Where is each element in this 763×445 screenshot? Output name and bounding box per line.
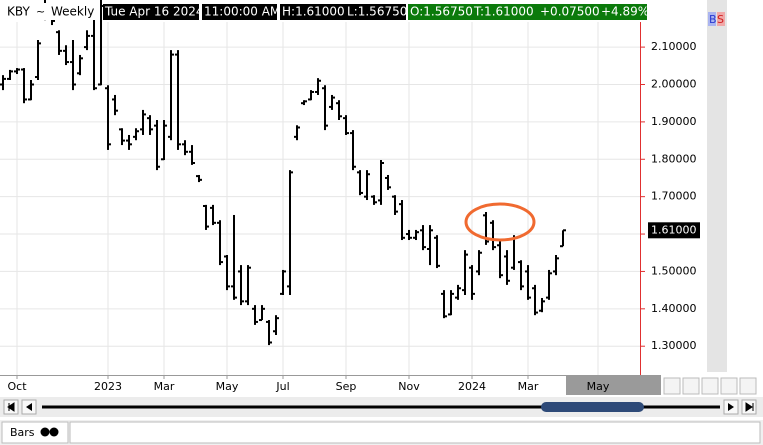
y-tick-label: 2.10000 (651, 40, 697, 53)
tab-icon (49, 427, 59, 437)
side-panel (707, 0, 727, 372)
x-tick-label: 2024 (458, 380, 486, 393)
sell-button[interactable] (717, 12, 725, 26)
symbol: KBY (7, 5, 30, 19)
last-price-label: 1.61000 (651, 223, 697, 236)
tab-icon (40, 427, 50, 437)
x-tick-label: Mar (518, 380, 539, 393)
scroll-left-icon (26, 403, 32, 411)
change-pct: +4.89% (601, 5, 649, 19)
open: O:1.56750 (410, 5, 473, 19)
y-tick-label: 1.70000 (651, 190, 697, 203)
sell-label[interactable]: S (717, 13, 724, 26)
highlight-circle (464, 202, 536, 242)
y-tick-label: 1.90000 (651, 115, 697, 128)
nav-buttons (663, 377, 757, 395)
x-tick-label: Jul (275, 380, 289, 393)
x-tick-label: May (216, 380, 239, 393)
nav-button[interactable] (663, 377, 681, 395)
scroll-right-icon (728, 403, 734, 411)
hl-box (280, 4, 406, 20)
nav-button[interactable] (720, 377, 738, 395)
tab-area (69, 421, 761, 444)
interval: Weekly (51, 5, 94, 19)
x-tick-label: Sep (336, 380, 357, 393)
scroll-first-icon (7, 402, 15, 412)
time-box (202, 4, 277, 20)
y-tick-label: 1.40000 (651, 302, 697, 315)
nav-button[interactable] (739, 377, 757, 395)
buy-label[interactable]: B (709, 13, 717, 26)
ot-box (408, 4, 647, 20)
scroll-last-icon (745, 402, 754, 412)
x-tick-label: Oct (7, 380, 27, 393)
symbol-box (0, 3, 100, 20)
bars (0, 0, 566, 346)
buy-button[interactable] (708, 12, 716, 26)
tab-label[interactable]: Bars (10, 426, 35, 439)
x-tick-label: Nov (398, 380, 420, 393)
change: +0.07500 (540, 5, 600, 19)
y-tick-label: 1.80000 (651, 152, 697, 165)
nav-button[interactable] (682, 377, 700, 395)
separator: ~ (36, 5, 45, 18)
low: L:1.56750 (347, 5, 407, 19)
date: Tue Apr 16 2024 (104, 5, 204, 19)
nav-button[interactable] (701, 377, 719, 395)
x-tick-label: May (587, 380, 610, 393)
last: T:1.61000 (473, 5, 534, 19)
time: 11:00:00 AM (204, 5, 280, 19)
date-box (103, 4, 199, 20)
x-tick-label: Mar (154, 380, 175, 393)
y-tick-label: 1.50000 (651, 264, 697, 277)
grid (0, 22, 640, 375)
scroll-thumb[interactable] (541, 402, 644, 412)
y-tick-label: 1.30000 (651, 339, 697, 352)
visible-range (566, 376, 661, 395)
x-tick-label: 2023 (94, 380, 122, 393)
y-tick-label: 2.00000 (651, 77, 697, 90)
tab[interactable] (1, 421, 69, 444)
last-price-box (648, 222, 700, 239)
high: H:1.61000 (282, 5, 345, 19)
